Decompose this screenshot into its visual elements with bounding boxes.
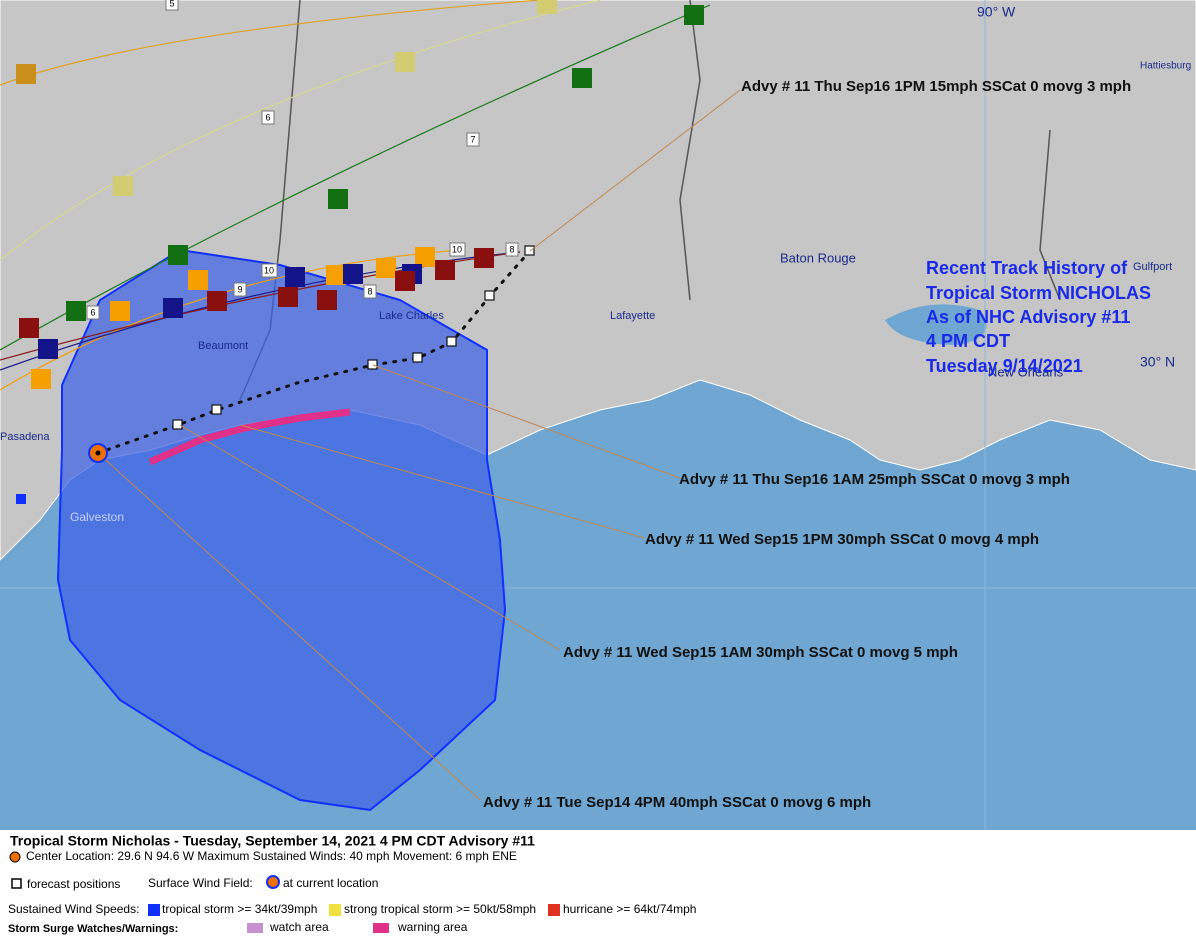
legend-item: Surface Wind Field:: [148, 876, 253, 890]
advisory-label: Advy # 11 Thu Sep16 1AM 25mph SSCat 0 mo…: [679, 471, 1070, 488]
swatch: [148, 904, 160, 916]
leader-lines: [97, 89, 741, 801]
history-title: As of NHC Advisory #11: [926, 307, 1130, 327]
center-icon: [9, 851, 21, 863]
city-label: Baton Rouge: [780, 250, 856, 265]
track-number: 9: [237, 284, 242, 294]
wind-field-icon: [266, 875, 280, 889]
swatch: [329, 904, 341, 916]
legend-item: forecast positions: [27, 877, 120, 891]
forecast-positions: [172, 245, 535, 430]
city-label: Lafayette: [610, 310, 655, 322]
track-number: 6: [265, 112, 270, 122]
advisory-label: Advy # 11 Tue Sep14 4PM 40mph SSCat 0 mo…: [483, 794, 871, 811]
track: [0, 0, 541, 86]
legend-item: Storm Surge Watches/Warnings:: [8, 923, 178, 935]
legend-item: watch area: [269, 920, 329, 934]
city-label: Hattiesburg: [1140, 61, 1191, 72]
legend-item: warning area: [397, 920, 468, 934]
history-point: [16, 494, 26, 504]
track-number: 10: [264, 265, 274, 275]
legend-item: Sustained Wind Speeds:: [8, 902, 139, 916]
legend-title: Tropical Storm Nicholas - Tuesday, Septe…: [10, 833, 535, 849]
advisory-label: Advy # 11 Wed Sep15 1PM 30mph SSCat 0 mo…: [645, 531, 1039, 548]
legend-item: strong tropical storm >= 50kt/58mph: [344, 902, 536, 916]
advisory-label: Advy # 11 Thu Sep16 1PM 15mph SSCat 0 mo…: [741, 78, 1131, 95]
history-title: 4 PM CDT: [926, 331, 1010, 351]
history-points: [16, 0, 704, 389]
legend-item: hurricane >= 64kt/74mph: [563, 902, 696, 916]
city-label: Beaumont: [198, 340, 248, 352]
track: [0, 4, 711, 351]
wind-field: [56, 248, 507, 812]
legend-item: tropical storm >= 34kt/39mph: [162, 902, 317, 916]
surge-warning: [148, 408, 351, 466]
current-center-dot: [95, 450, 101, 456]
map: 5 6 7 8 9 10 10 8 6 90° W 30° N Hattiesb…: [0, 0, 1196, 830]
track-number: 6: [90, 307, 95, 317]
legend-panel: [0, 830, 1196, 940]
longitude-label: 90° W: [977, 4, 1016, 20]
forecast-icon: [11, 878, 22, 889]
city-label: New Orleans: [988, 364, 1064, 379]
legend: Tropical Storm Nicholas - Tuesday, Septe…: [0, 830, 1196, 940]
lake: [885, 304, 987, 345]
track-number: 8: [367, 286, 372, 296]
legend-item: at current location: [283, 876, 378, 890]
track-number: 10: [452, 244, 462, 254]
city-label: Galveston: [70, 510, 124, 524]
legend-info: Center Location: 29.6 N 94.6 W Maximum S…: [26, 849, 517, 863]
track: [0, 0, 601, 261]
history-title: Recent Track History of: [926, 258, 1128, 278]
city-label: Lake Charles: [379, 310, 444, 322]
advisory-label: Advy # 11 Wed Sep15 1AM 30mph SSCat 0 mo…: [563, 644, 958, 661]
swatch: [373, 923, 389, 933]
swatch: [548, 904, 560, 916]
city-label: Gulfport: [1133, 261, 1172, 273]
track-number: 5: [169, 0, 174, 8]
track-number: 7: [470, 134, 475, 144]
track-number: 8: [509, 244, 514, 254]
latitude-label: 30° N: [1140, 354, 1175, 370]
swatch: [247, 923, 263, 933]
city-label: Pasadena: [0, 431, 50, 443]
history-title: Tuesday 9/14/2021: [926, 356, 1083, 376]
history-title: Tropical Storm NICHOLAS: [926, 283, 1151, 303]
track-numbers: 5 6 7 8 9 10 10 8 6: [86, 0, 519, 320]
